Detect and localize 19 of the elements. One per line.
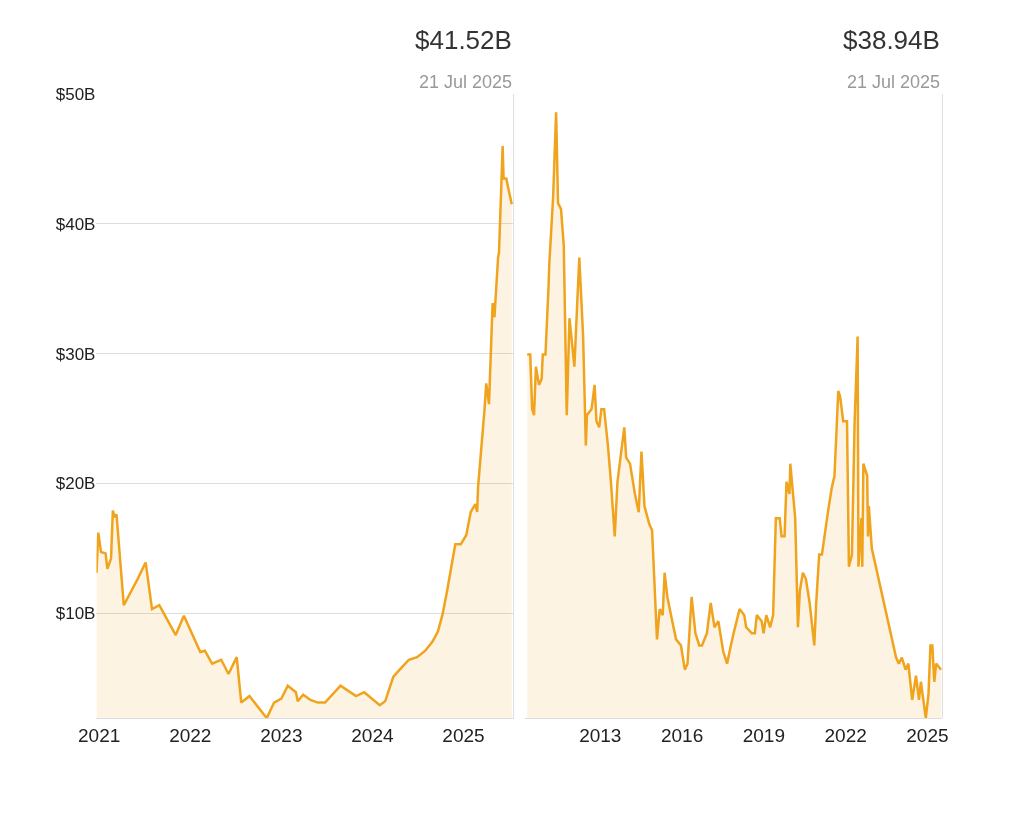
y-tick-label: $30B xyxy=(55,344,96,364)
x-tick-label: 2025 xyxy=(442,724,485,746)
x-tick-label: 2021 xyxy=(78,724,121,746)
y-tick-label: $20B xyxy=(55,474,96,494)
x-tick-label: 2022 xyxy=(824,724,867,746)
x-tick-label: 2016 xyxy=(660,724,704,746)
x-tick-label: 2019 xyxy=(742,724,785,746)
chart-subtitle: 21 Jul 2025 xyxy=(847,72,941,92)
x-tick-label: 2023 xyxy=(260,724,303,746)
x-tick-label: 2013 xyxy=(579,724,622,746)
chart-title: $38.94B xyxy=(843,25,940,55)
x-tick-label: 2024 xyxy=(351,724,394,746)
x-tick-label: 2022 xyxy=(169,724,212,746)
chart-subtitle: 21 Jul 2025 xyxy=(419,72,513,92)
chart-title: $41.52B xyxy=(415,25,512,55)
x-tick-label: 2025 xyxy=(906,724,949,746)
y-tick-label: $40B xyxy=(55,214,96,234)
y-tick-label: $10B xyxy=(55,604,96,623)
y-tick-label: $50B xyxy=(55,85,96,104)
